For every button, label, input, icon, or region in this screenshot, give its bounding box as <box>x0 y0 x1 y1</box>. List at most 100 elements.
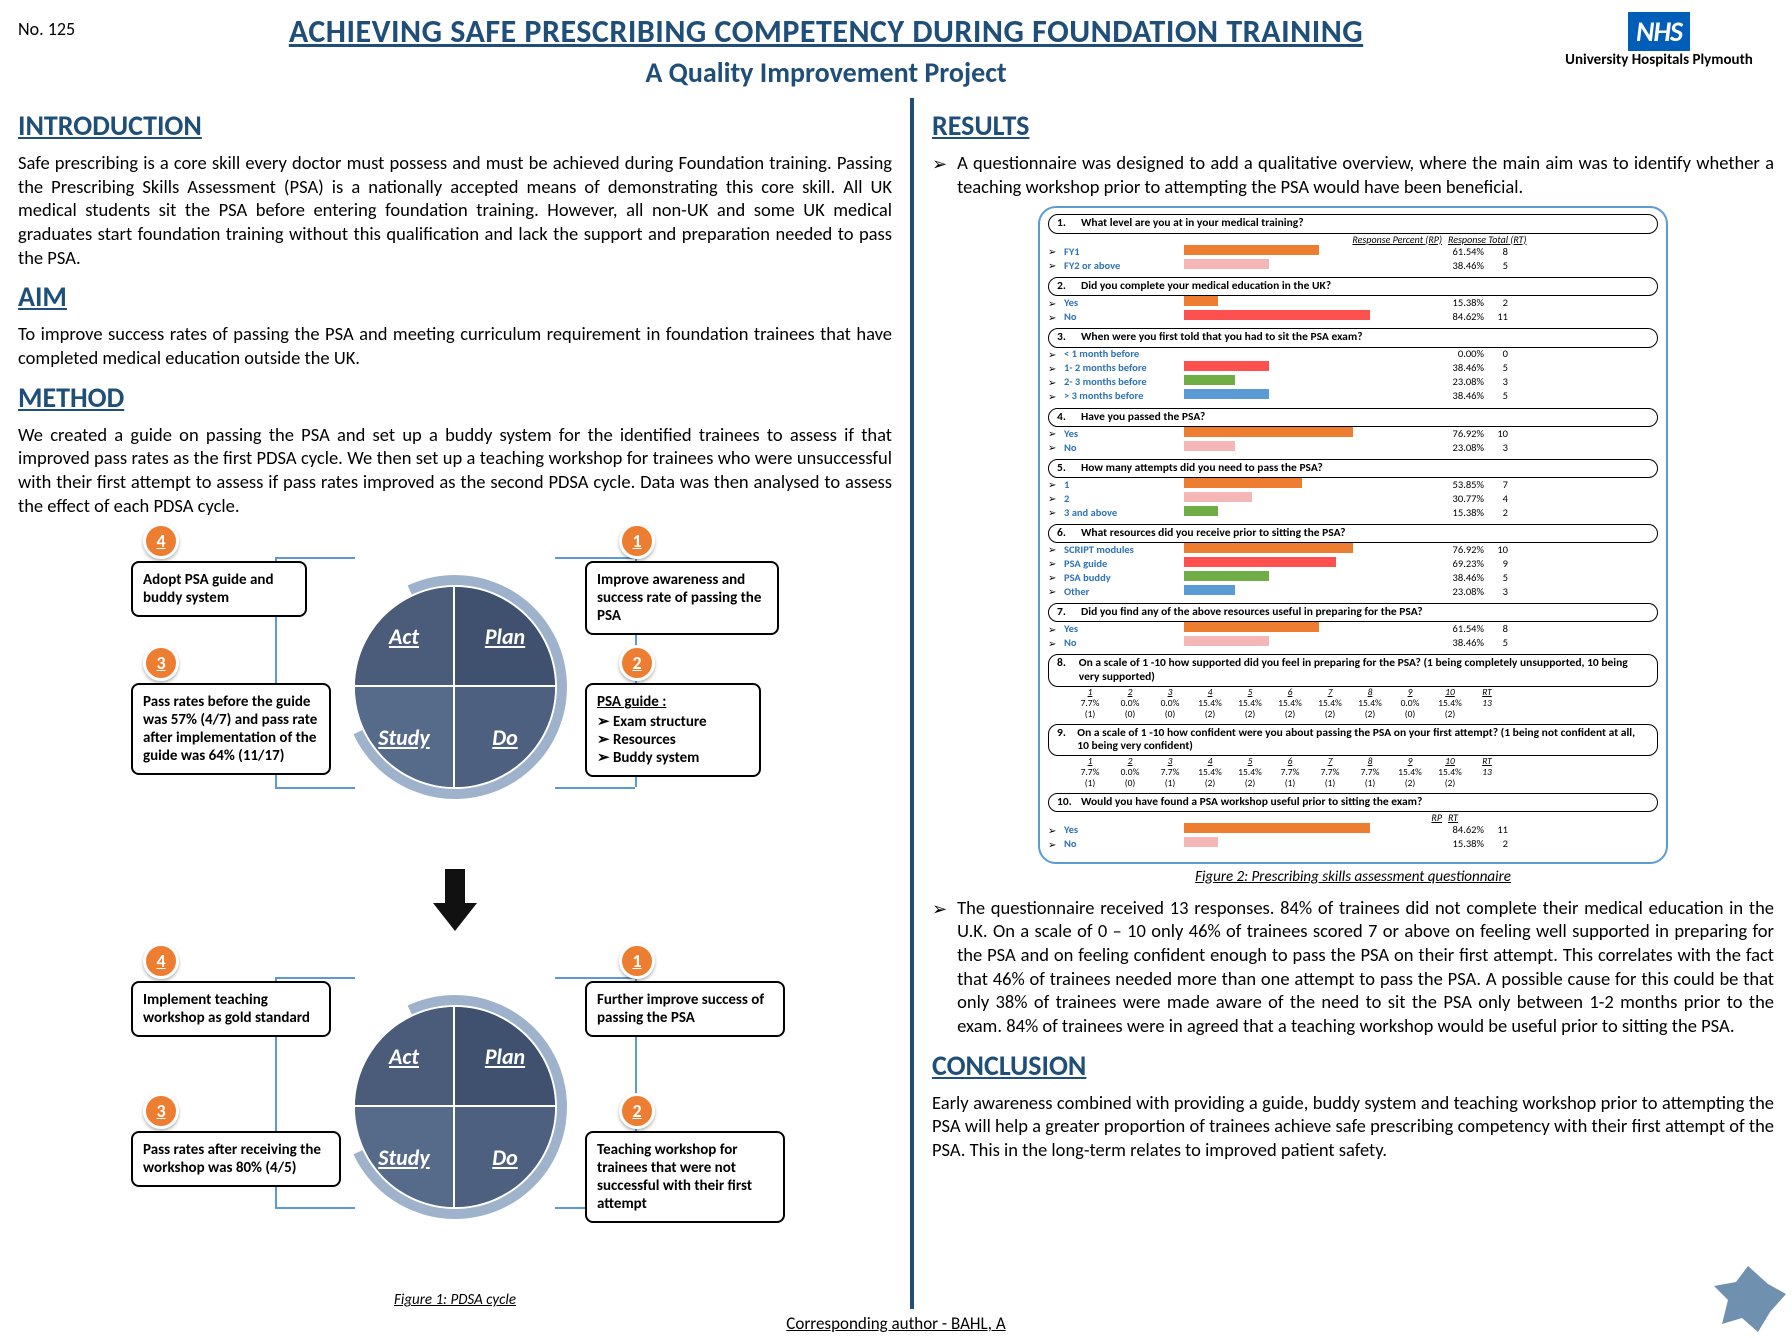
step-badge-3: 3 <box>143 645 179 681</box>
step-badge-4: 4 <box>143 943 179 979</box>
method-heading: METHOD <box>18 380 892 415</box>
question-option: No 23.08% 3 <box>1048 441 1658 455</box>
psa-guide-item: Buddy system <box>597 749 749 767</box>
question-option: FY1 61.54% 8 <box>1048 245 1658 259</box>
question-header: 2.Did you complete your medical educatio… <box>1048 277 1658 296</box>
quad-do: Do <box>492 724 517 751</box>
conclusion-heading: CONCLUSION <box>932 1048 1774 1083</box>
step-box-study: Pass rates after receiving the workshop … <box>131 1131 341 1187</box>
psa-guide-item: Exam structure <box>597 713 749 731</box>
figure-1-caption: Figure 1: PDSA cycle <box>18 1291 892 1309</box>
down-arrow-icon <box>433 869 477 939</box>
pdsa-cycle-2: Act Plan Study Do 1 Further improve succ… <box>135 947 775 1287</box>
question-header: 6.What resources did you receive prior t… <box>1048 524 1658 543</box>
aim-heading: AIM <box>18 279 892 314</box>
nhs-logo: NHS <box>1628 12 1690 51</box>
nhs-logo-block: NHS University Hospitals Plymouth <box>1544 12 1774 69</box>
psa-guide-item: Resources <box>597 731 749 749</box>
question-option: No 15.38% 2 <box>1048 838 1658 852</box>
question-option: < 1 month before 0.00% 0 <box>1048 348 1658 362</box>
question-header: 1.What level are you at in your medical … <box>1048 214 1658 233</box>
question-option: Other 23.08% 3 <box>1048 585 1658 599</box>
connector-icon <box>555 977 635 979</box>
page-number: No. 125 <box>18 12 108 40</box>
question-header: 8.On a scale of 1 -10 how supported did … <box>1048 654 1658 686</box>
question-header: 4.Have you passed the PSA? <box>1048 408 1658 427</box>
question-option: 1 53.85% 7 <box>1048 478 1658 492</box>
quad-study: Study <box>378 1144 429 1171</box>
step-badge-4: 4 <box>143 523 179 559</box>
step-box-study: Pass rates before the guide was 57% (4/7… <box>131 683 331 775</box>
connector-icon <box>275 787 355 789</box>
results-heading: RESULTS <box>932 108 1774 143</box>
corresponding-author: Corresponding author - BAHL, A <box>0 1313 1792 1334</box>
question-option: Yes 84.62% 11 <box>1048 824 1658 838</box>
quad-study: Study <box>378 724 429 751</box>
pdsa-figure: Act Plan Study Do 1 Improve awareness an… <box>135 527 775 1287</box>
figure-2-caption: Figure 2: Prescribing skills assessment … <box>932 868 1774 886</box>
connector-icon <box>555 787 635 789</box>
poster-title: ACHIEVING SAFE PRESCRIBING COMPETENCY DU… <box>108 12 1544 51</box>
step-box-do: PSA guide : Exam structure Resources Bud… <box>585 683 761 777</box>
scale-numbers: 12345678910RT <box>1048 687 1658 698</box>
scale-percents: 7.7%0.0%7.7%15.4%15.4%7.7%7.7%7.7%15.4%1… <box>1048 767 1658 778</box>
step-badge-2: 2 <box>619 1093 655 1129</box>
scale-percents: 7.7%0.0%0.0%15.4%15.4%15.4%15.4%15.4%0.0… <box>1048 698 1658 709</box>
step-box-plan: Further improve success of passing the P… <box>585 981 785 1037</box>
results-bullet-2: The questionnaire received 13 responses.… <box>932 896 1774 1038</box>
introduction-heading: INTRODUCTION <box>18 108 892 143</box>
question-header: 7.Did you find any of the above resource… <box>1048 603 1658 622</box>
nhs-org: University Hospitals Plymouth <box>1544 51 1774 69</box>
question-option: No 38.46% 5 <box>1048 636 1658 650</box>
question-option: Yes 15.38% 2 <box>1048 296 1658 310</box>
connector-icon <box>275 977 355 979</box>
connector-icon <box>555 557 635 559</box>
question-header: 3.When were you first told that you had … <box>1048 328 1658 347</box>
response-header: Response Percent (RP)Response Total (RT) <box>1188 234 1658 246</box>
map-icon <box>1708 1264 1788 1334</box>
response-header: RPRT <box>1188 812 1658 824</box>
introduction-text: Safe prescribing is a core skill every d… <box>18 151 892 269</box>
question-option: > 3 months before 38.46% 5 <box>1048 390 1658 404</box>
connector-icon <box>275 1207 355 1209</box>
step-box-do: Teaching workshop for trainees that were… <box>585 1131 785 1223</box>
step-box-act: Adopt PSA guide and buddy system <box>131 561 307 617</box>
step-badge-3: 3 <box>143 1093 179 1129</box>
question-header: 9.On a scale of 1 -10 how confident were… <box>1048 724 1658 756</box>
quad-do: Do <box>492 1144 517 1171</box>
step-box-plan: Improve awareness and success rate of pa… <box>585 561 779 635</box>
question-option: 1- 2 months before 38.46% 5 <box>1048 362 1658 376</box>
step-box-act: Implement teaching workshop as gold stan… <box>131 981 331 1037</box>
pdsa-cycle-1: Act Plan Study Do 1 Improve awareness an… <box>135 527 775 867</box>
quad-plan: Plan <box>485 623 525 650</box>
questionnaire-figure: 1.What level are you at in your medical … <box>1038 206 1668 863</box>
scale-numbers: 12345678910RT <box>1048 756 1658 767</box>
psa-guide-head: PSA guide : <box>597 693 666 711</box>
scale-counts: (1)(0)(1)(2)(2)(1)(1)(1)(2)(2) <box>1048 778 1658 789</box>
method-text: We created a guide on passing the PSA an… <box>18 423 892 518</box>
quad-act: Act <box>389 623 419 650</box>
question-option: PSA guide 69.23% 9 <box>1048 557 1658 571</box>
step-badge-1: 1 <box>619 523 655 559</box>
aim-text: To improve success rates of passing the … <box>18 322 892 369</box>
poster-subtitle: A Quality Improvement Project <box>108 55 1544 90</box>
connector-icon <box>275 557 355 559</box>
question-option: SCRIPT modules 76.92% 10 <box>1048 543 1658 557</box>
quad-plan: Plan <box>485 1043 525 1070</box>
question-option: 2 30.77% 4 <box>1048 492 1658 506</box>
question-header: 5.How many attempts did you need to pass… <box>1048 459 1658 478</box>
question-option: Yes 76.92% 10 <box>1048 427 1658 441</box>
step-badge-2: 2 <box>619 645 655 681</box>
pdsa-circle: Act Plan Study Do <box>355 1007 555 1207</box>
results-bullet-1: A questionnaire was designed to add a qu… <box>932 151 1774 198</box>
step-badge-1: 1 <box>619 943 655 979</box>
question-option: 2- 3 months before 23.08% 3 <box>1048 376 1658 390</box>
conclusion-text: Early awareness combined with providing … <box>932 1091 1774 1162</box>
pdsa-circle: Act Plan Study Do <box>355 587 555 787</box>
question-option: PSA buddy 38.46% 5 <box>1048 571 1658 585</box>
quad-act: Act <box>389 1043 419 1070</box>
question-header: 10.Would you have found a PSA workshop u… <box>1048 793 1658 812</box>
question-option: Yes 61.54% 8 <box>1048 622 1658 636</box>
question-option: No 84.62% 11 <box>1048 310 1658 324</box>
column-divider <box>910 98 914 1309</box>
